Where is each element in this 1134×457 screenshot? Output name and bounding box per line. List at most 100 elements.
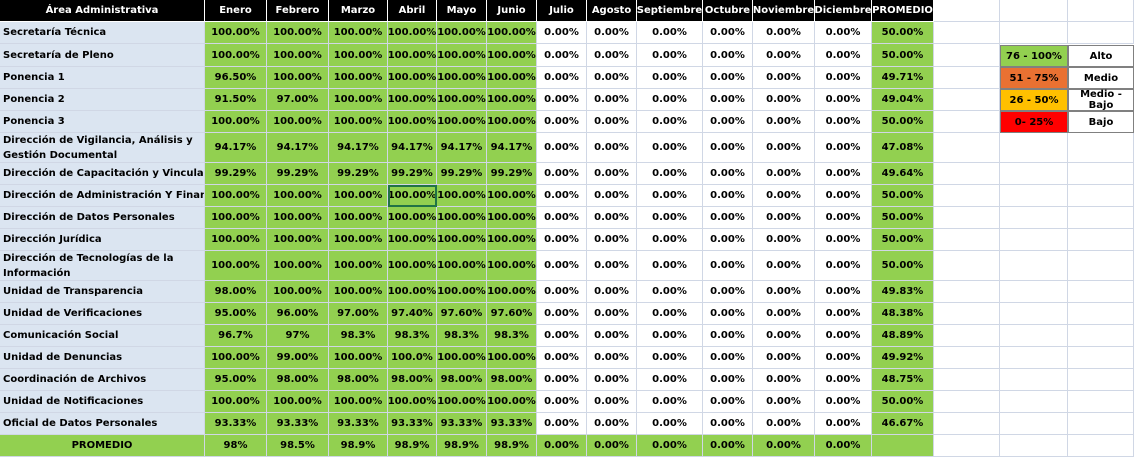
row-average-cell[interactable]: 49.04% [872, 89, 934, 111]
header-month-3[interactable]: Marzo [329, 0, 388, 22]
value-cell[interactable]: 93.33% [487, 413, 537, 435]
value-cell[interactable]: 0.00% [637, 281, 703, 303]
value-cell[interactable]: 93.33% [437, 413, 487, 435]
header-month-9[interactable]: Septiembre [637, 0, 703, 22]
value-cell[interactable]: 0.00% [815, 303, 872, 325]
value-cell[interactable]: 0.00% [815, 229, 872, 251]
value-cell[interactable]: 0.00% [537, 325, 587, 347]
value-cell[interactable]: 0.00% [703, 67, 753, 89]
value-cell[interactable]: 0.00% [703, 413, 753, 435]
header-month-11[interactable]: Noviembre [753, 0, 815, 22]
value-cell[interactable]: 100.00% [487, 207, 537, 229]
header-month-7[interactable]: Julio [537, 0, 587, 22]
area-name-cell[interactable]: Dirección de Datos Personales [0, 207, 205, 229]
value-cell[interactable]: 0.00% [637, 185, 703, 207]
value-cell[interactable]: 0.00% [703, 163, 753, 185]
footer-empty[interactable] [872, 435, 934, 457]
legend-range[interactable]: 76 - 100% [1000, 45, 1068, 67]
value-cell[interactable]: 0.00% [537, 207, 587, 229]
value-cell[interactable]: 0.00% [703, 325, 753, 347]
empty-cell[interactable] [934, 413, 1000, 435]
value-cell[interactable]: 0.00% [703, 133, 753, 163]
empty-cell[interactable] [1068, 281, 1134, 303]
header-month-12[interactable]: Diciembre [815, 0, 872, 22]
empty-cell[interactable] [934, 163, 1000, 185]
footer-value-cell[interactable]: 0.00% [587, 435, 637, 457]
value-cell[interactable]: 100.00% [329, 89, 388, 111]
area-name-cell[interactable]: Dirección Jurídica [0, 229, 205, 251]
value-cell[interactable]: 97% [267, 325, 329, 347]
value-cell[interactable]: 0.00% [587, 325, 637, 347]
value-cell[interactable]: 0.00% [753, 185, 815, 207]
value-cell[interactable]: 100.00% [205, 391, 267, 413]
value-cell[interactable]: 0.00% [637, 251, 703, 281]
value-cell[interactable]: 100.00% [205, 229, 267, 251]
value-cell[interactable]: 0.00% [587, 207, 637, 229]
value-cell[interactable]: 0.00% [703, 207, 753, 229]
value-cell[interactable]: 0.00% [703, 185, 753, 207]
value-cell[interactable]: 99.29% [267, 163, 329, 185]
empty-cell[interactable] [934, 111, 1000, 133]
value-cell[interactable]: 0.00% [703, 391, 753, 413]
value-cell[interactable]: 100.00% [329, 347, 388, 369]
value-cell[interactable]: 98.00% [267, 369, 329, 391]
value-cell[interactable]: 0.00% [703, 44, 753, 67]
value-cell[interactable]: 0.00% [815, 163, 872, 185]
value-cell[interactable]: 0.00% [753, 325, 815, 347]
area-name-cell[interactable]: Secretaría de Pleno [0, 44, 205, 67]
value-cell[interactable]: 94.17% [487, 133, 537, 163]
empty-cell[interactable] [934, 325, 1000, 347]
value-cell[interactable]: 98.3% [487, 325, 537, 347]
value-cell[interactable]: 96.50% [205, 67, 267, 89]
value-cell[interactable]: 0.00% [587, 44, 637, 67]
value-cell[interactable]: 0.00% [537, 133, 587, 163]
value-cell[interactable]: 100.00% [329, 185, 388, 207]
value-cell[interactable]: 0.00% [637, 67, 703, 89]
empty-cell[interactable] [1000, 325, 1068, 347]
value-cell[interactable]: 0.00% [537, 369, 587, 391]
value-cell[interactable]: 0.00% [637, 111, 703, 133]
header-month-2[interactable]: Febrero [267, 0, 329, 22]
value-cell[interactable]: 0.00% [637, 413, 703, 435]
value-cell[interactable]: 100.00% [267, 22, 329, 44]
value-cell[interactable]: 100.00% [487, 22, 537, 44]
value-cell[interactable]: 0.00% [637, 303, 703, 325]
value-cell[interactable]: 100.00% [437, 391, 487, 413]
empty-cell[interactable] [1068, 325, 1134, 347]
value-cell[interactable]: 0.00% [703, 229, 753, 251]
value-cell[interactable]: 96.00% [267, 303, 329, 325]
empty-cell[interactable] [1068, 251, 1134, 281]
row-average-cell[interactable]: 50.00% [872, 391, 934, 413]
value-cell[interactable]: 100.00% [329, 22, 388, 44]
value-cell[interactable]: 0.00% [637, 391, 703, 413]
value-cell[interactable]: 100.00% [437, 229, 487, 251]
value-cell[interactable]: 100.00% [267, 281, 329, 303]
value-cell[interactable]: 0.00% [537, 111, 587, 133]
value-cell[interactable]: 100.00% [267, 44, 329, 67]
empty-cell[interactable] [1068, 391, 1134, 413]
value-cell[interactable]: 0.00% [637, 347, 703, 369]
row-average-cell[interactable]: 50.00% [872, 22, 934, 44]
value-cell[interactable]: 0.00% [753, 207, 815, 229]
row-average-cell[interactable]: 49.83% [872, 281, 934, 303]
row-average-cell[interactable]: 46.67% [872, 413, 934, 435]
empty-cell[interactable] [934, 44, 1000, 67]
value-cell[interactable]: 100.00% [487, 111, 537, 133]
area-name-cell[interactable]: Unidad de Denuncias [0, 347, 205, 369]
value-cell[interactable]: 100.00% [437, 207, 487, 229]
value-cell[interactable]: 0.00% [815, 325, 872, 347]
value-cell[interactable]: 99.00% [267, 347, 329, 369]
value-cell[interactable]: 0.00% [587, 22, 637, 44]
value-cell[interactable]: 100.00% [267, 185, 329, 207]
value-cell[interactable]: 100.00% [329, 229, 388, 251]
legend-label[interactable]: Bajo [1068, 111, 1134, 133]
value-cell[interactable]: 100.00% [388, 281, 437, 303]
value-cell[interactable]: 0.00% [537, 347, 587, 369]
area-name-cell[interactable]: Oficial de Datos Personales [0, 413, 205, 435]
value-cell[interactable]: 0.00% [587, 281, 637, 303]
value-cell[interactable]: 0.00% [537, 413, 587, 435]
empty-cell[interactable] [934, 281, 1000, 303]
value-cell[interactable]: 0.00% [587, 111, 637, 133]
legend-label[interactable]: Medio [1068, 67, 1134, 89]
footer-value-cell[interactable]: 98.9% [437, 435, 487, 457]
